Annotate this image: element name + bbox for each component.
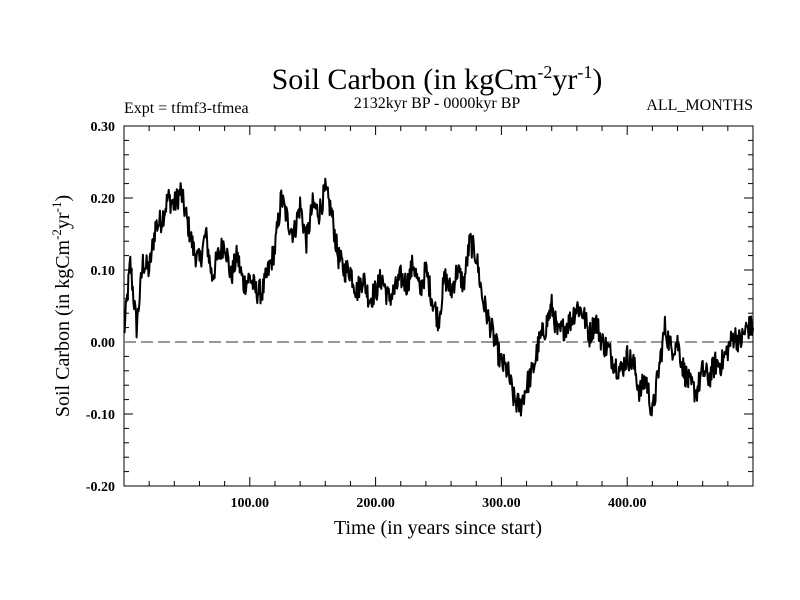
- title-end: ): [592, 63, 602, 96]
- y-axis-label: Soil Carbon (in kgCm-2yr-1): [49, 195, 74, 417]
- axis-tick-labels: 100.00 200.00 300.00 400.00 -0.20 -0.10 0.00 0.…: [86, 120, 647, 511]
- axis-ticks: [124, 126, 753, 486]
- plot-frame: [123, 125, 754, 487]
- expt-label: Expt = tfmf3-tfmea: [124, 100, 249, 117]
- title-sup1: -2: [537, 62, 552, 82]
- title-main: Soil Carbon (in kgCm: [272, 63, 538, 96]
- x-tick-label: 100.00: [231, 496, 270, 511]
- chart-title: Soil Carbon (in kgCm-2yr-1): [272, 62, 603, 96]
- title-mid: yr: [552, 63, 577, 96]
- ylabel-sup2: -1: [49, 202, 64, 213]
- x-tick-label: 400.00: [608, 496, 647, 511]
- x-tick-label: 200.00: [356, 496, 395, 511]
- ylabel-sup1: -2: [49, 229, 64, 240]
- y-tick-label: -0.20: [86, 480, 115, 495]
- y-tick-label: 0.30: [91, 120, 116, 135]
- ylabel-main: Soil Carbon (in kgCm: [52, 239, 74, 417]
- ylabel-end: ): [52, 195, 74, 202]
- ylabel-mid: yr: [52, 212, 74, 229]
- y-tick-label: -0.10: [86, 408, 115, 423]
- series-line-soil-carbon: [123, 177, 754, 417]
- period-label: 2132kyr BP - 0000kyr BP: [354, 95, 521, 112]
- x-tick-label: 300.00: [482, 496, 521, 511]
- title-sup2: -1: [577, 62, 592, 82]
- x-axis-label: Time (in years since start): [334, 517, 542, 539]
- y-tick-label: 0.00: [91, 336, 116, 351]
- months-label: ALL_MONTHS: [646, 97, 753, 114]
- y-tick-label: 0.20: [91, 192, 116, 207]
- y-tick-label: 0.10: [91, 264, 116, 279]
